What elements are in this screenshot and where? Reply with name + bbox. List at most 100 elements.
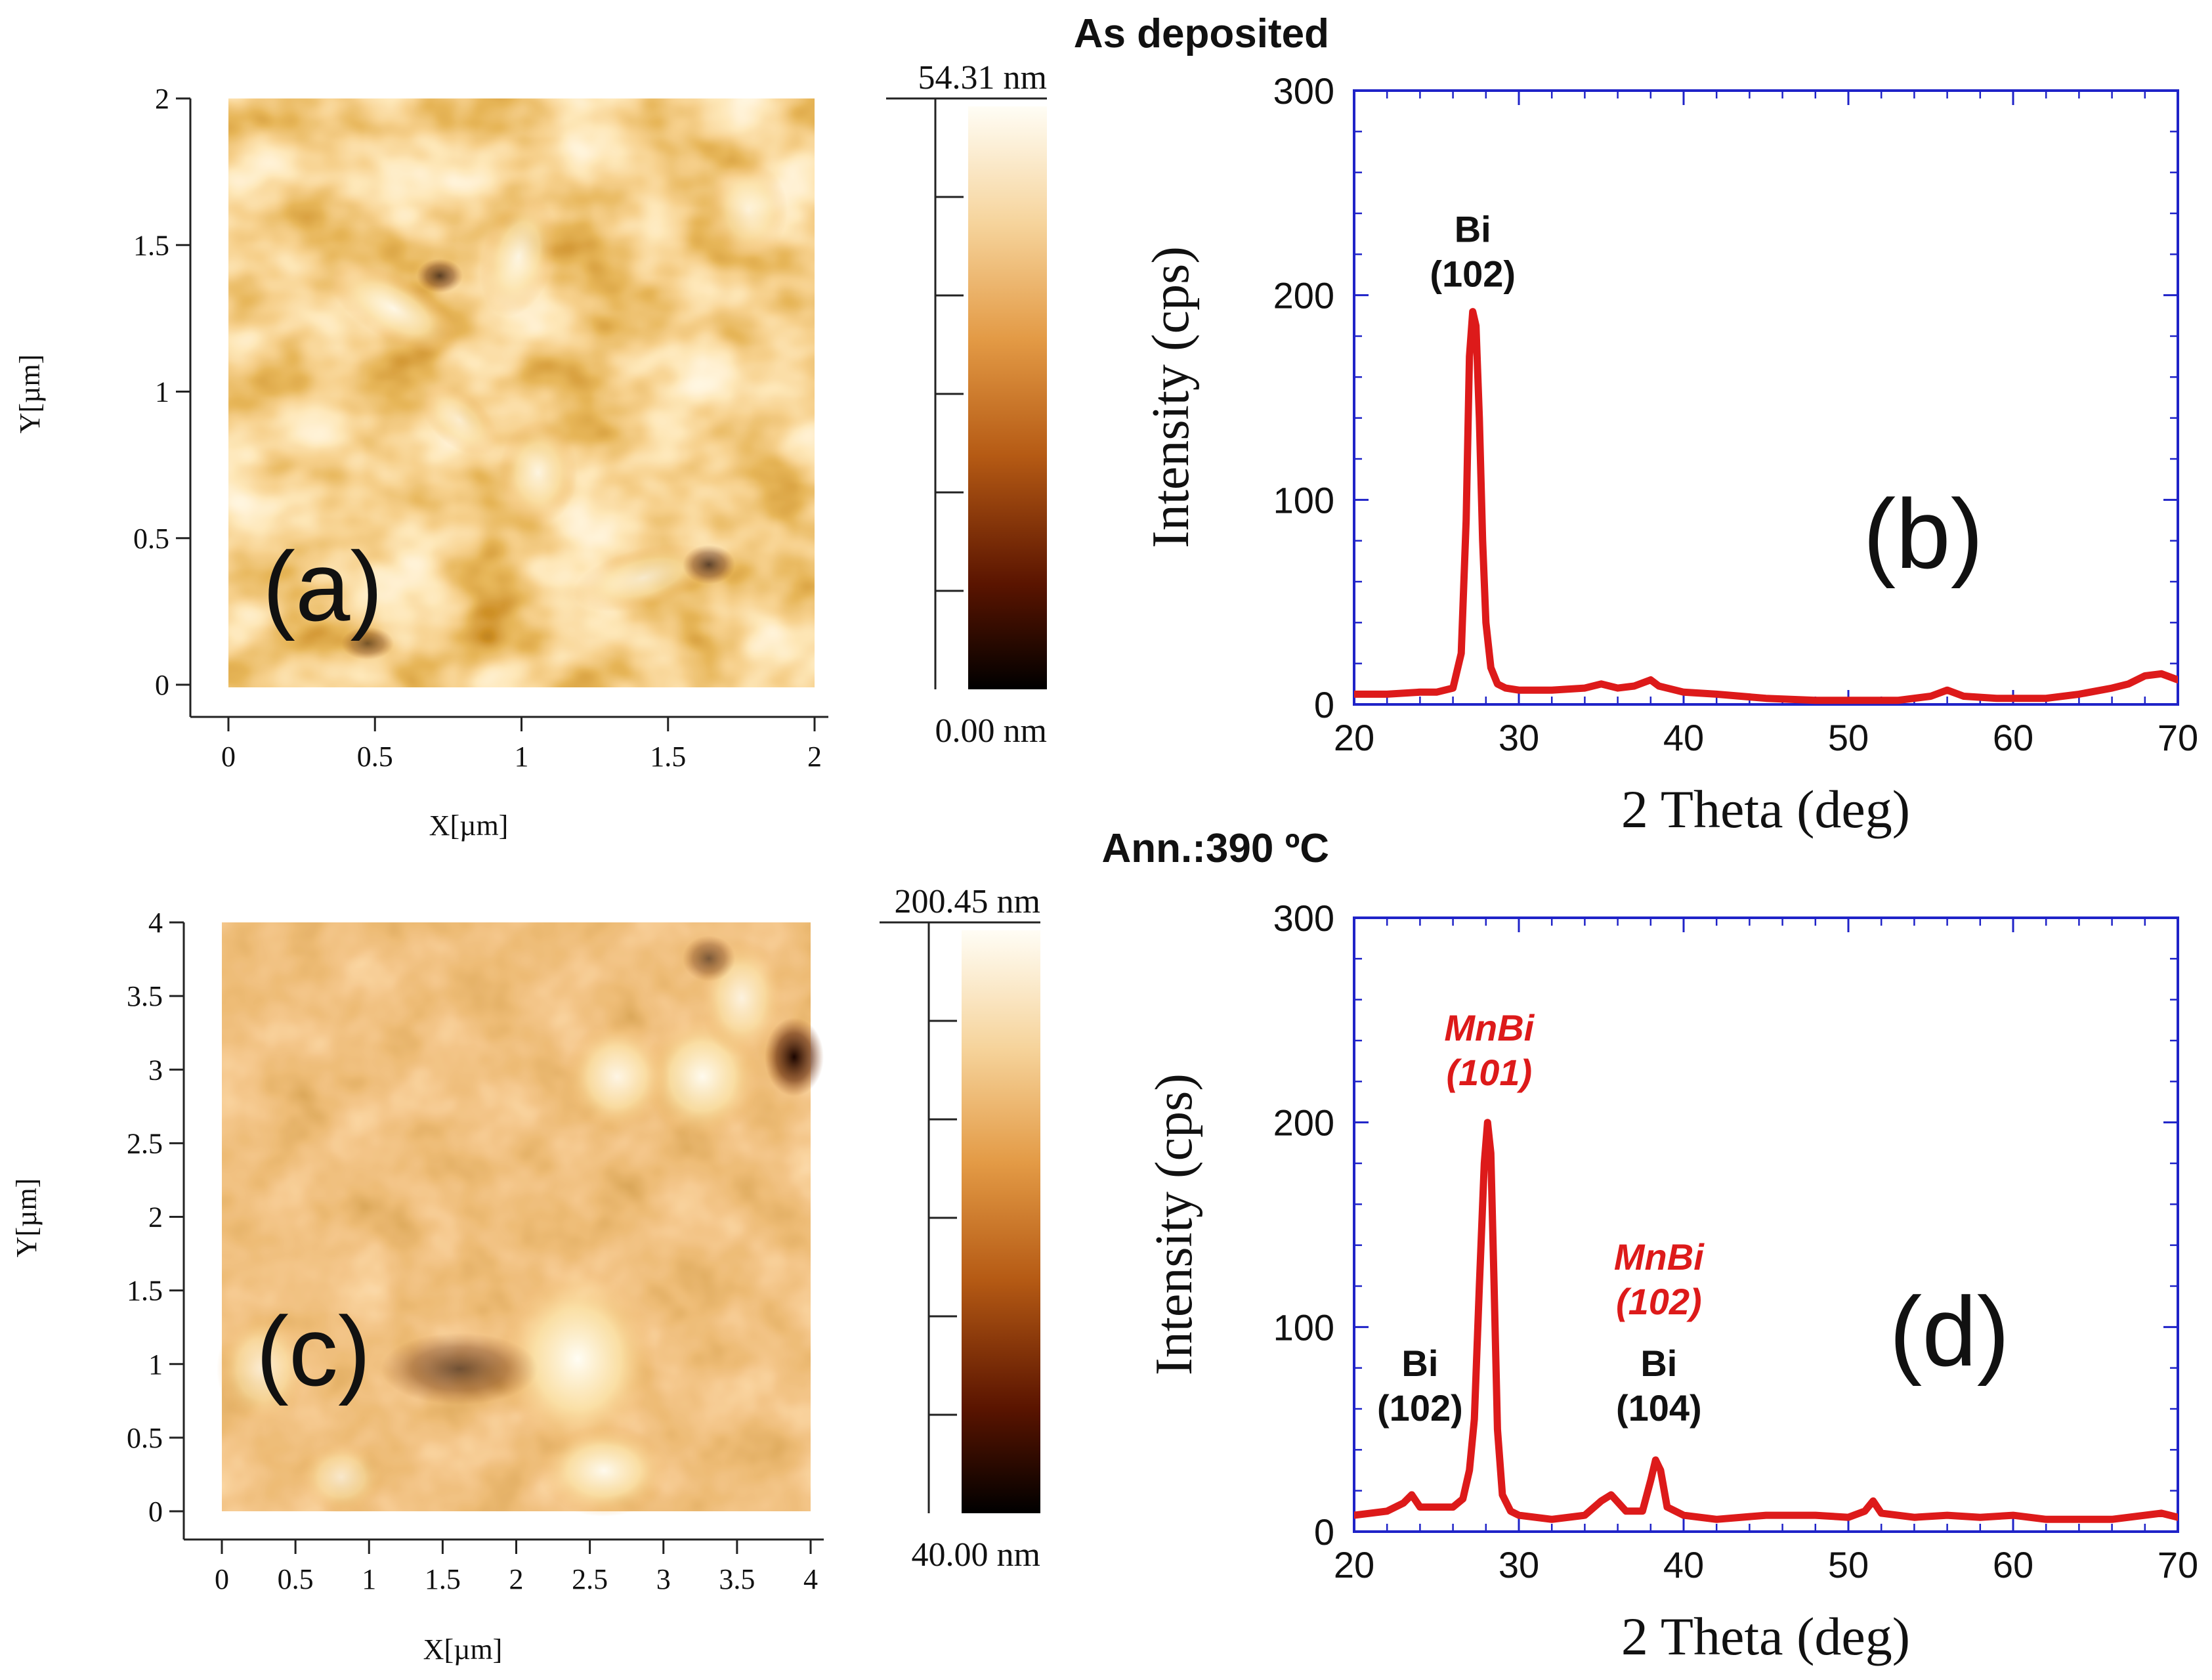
afm-x-tick-label: 1.5 bbox=[650, 741, 686, 773]
colorbar-c bbox=[962, 930, 1040, 1513]
x-tick-label: 70 bbox=[2158, 717, 2198, 758]
x-tick-label: 70 bbox=[2158, 1544, 2198, 1585]
afm-y-tick-label: 0 bbox=[155, 669, 169, 701]
peak-annotation: (104) bbox=[1616, 1387, 1702, 1429]
xrd-chart-b: 20 30 40 50 60 70 0 100 200 300 Bi(102) 2 Theta (d… bbox=[1142, 70, 2198, 839]
colorbar-min-c: 40.00 nm bbox=[912, 1536, 1040, 1574]
afm-x-tick-label: 0.5 bbox=[278, 1563, 314, 1595]
peak-annotation: MnBi bbox=[1614, 1236, 1705, 1278]
y-tick-label: 200 bbox=[1273, 275, 1334, 316]
y-tick-label: 0 bbox=[1314, 684, 1334, 725]
y-axis-label-b: Intensity (cps) bbox=[1142, 246, 1200, 548]
afm-y-label-a: Y[µm] bbox=[14, 355, 46, 434]
panel-label-c: (c) bbox=[256, 1296, 371, 1406]
labels-b: 20 30 40 50 60 70 0 100 200 300 Bi(102) bbox=[1273, 70, 2199, 758]
x-tick-label: 50 bbox=[1828, 1544, 1869, 1585]
colorbar-axis-a bbox=[886, 97, 1047, 689]
y-tick-label: 0 bbox=[1314, 1511, 1334, 1553]
peak-annotation: MnBi bbox=[1444, 1007, 1535, 1048]
afm-panel-a: (a) 0 0.5 1 1.5 2 0 0.5 1 1.5 2 X[µm] Y[µm] 54.3… bbox=[14, 59, 1047, 842]
peak-annotation: (101) bbox=[1446, 1052, 1532, 1093]
afm-image-c-features bbox=[217, 936, 824, 1517]
peak-annotation: (102) bbox=[1430, 253, 1516, 295]
afm-x-tick-label: 0.5 bbox=[357, 741, 393, 773]
colorbar-a bbox=[968, 106, 1047, 689]
afm-x-tick-label: 4 bbox=[803, 1563, 818, 1595]
x-tick-label: 30 bbox=[1499, 717, 1539, 758]
afm-y-tick-label: 1.5 bbox=[127, 1275, 163, 1307]
afm-y-tick-label: 2 bbox=[148, 1201, 163, 1234]
y-tick-label: 100 bbox=[1273, 479, 1334, 521]
x-tick-label: 40 bbox=[1663, 1544, 1704, 1585]
afm-y-ticks-c: 0 0.5 1 1.5 2 2.5 3 3.5 4 bbox=[127, 907, 184, 1528]
labels-d: 20 30 40 50 60 700100200300MnBi(101)MnBi(102)… bbox=[1273, 897, 2199, 1585]
y-tick-label: 300 bbox=[1273, 70, 1334, 112]
afm-y-ticks-a: 0 0.5 1 1.5 2 bbox=[133, 83, 190, 701]
tick-marks-d bbox=[1353, 916, 2179, 1533]
peak-annotation: Bi bbox=[1455, 209, 1491, 250]
afm-y-tick-label: 4 bbox=[148, 907, 163, 939]
afm-x-ticks-c: 0 0.5 1 1.5 2 2.5 3 3.5 4 bbox=[215, 1540, 818, 1595]
series-b bbox=[1354, 308, 2178, 704]
afm-axes-c bbox=[182, 922, 824, 1541]
afm-x-tick-label: 1 bbox=[362, 1563, 376, 1595]
colorbar-min-a: 0.00 nm bbox=[935, 712, 1047, 750]
x-tick-label: 60 bbox=[1993, 717, 2033, 758]
afm-x-ticks-a: 0 0.5 1 1.5 2 bbox=[221, 717, 822, 773]
x-tick-label: 30 bbox=[1499, 1544, 1539, 1585]
x-tick-label: 20 bbox=[1334, 717, 1374, 758]
afm-y-tick-label: 0.5 bbox=[133, 523, 169, 555]
x-tick-label: 60 bbox=[1993, 1544, 2033, 1585]
top-title: As deposited bbox=[1074, 11, 1329, 56]
afm-y-tick-label: 0 bbox=[148, 1496, 163, 1528]
afm-y-tick-label: 1 bbox=[155, 376, 169, 408]
series-line bbox=[1354, 308, 2178, 704]
afm-y-tick-label: 2 bbox=[155, 83, 169, 115]
peak-annotation: Bi bbox=[1401, 1343, 1438, 1384]
afm-y-tick-label: 3 bbox=[148, 1054, 163, 1086]
afm-axes-a bbox=[189, 98, 828, 718]
afm-x-label-a: X[µm] bbox=[429, 809, 509, 842]
peak-annotation: Bi bbox=[1640, 1343, 1677, 1384]
panel-label-a: (a) bbox=[263, 531, 383, 641]
afm-y-tick-label: 3.5 bbox=[127, 980, 163, 1012]
bottom-title: Ann.:390 ºC bbox=[1102, 826, 1329, 871]
series-line bbox=[1354, 1119, 2178, 1523]
series-d bbox=[1354, 1119, 2178, 1523]
afm-y-tick-label: 1.5 bbox=[133, 229, 169, 261]
afm-y-label-c: Y[µm] bbox=[11, 1178, 43, 1258]
afm-y-tick-label: 0.5 bbox=[127, 1422, 163, 1454]
y-tick-label: 300 bbox=[1273, 897, 1334, 939]
peak-annotation: (102) bbox=[1377, 1387, 1463, 1429]
afm-panel-c: (c) 0 0.5 1 1.5 2 2.5 3 3.5 4 00.511.522.533.54 … bbox=[11, 883, 1040, 1666]
afm-x-tick-label: 0 bbox=[215, 1563, 229, 1595]
peak-annotation: (102) bbox=[1616, 1281, 1702, 1322]
xrd-chart-d: 20 30 40 50 60 700100200300MnBi(101)MnBi(102)… bbox=[1145, 897, 2198, 1666]
afm-y-tick-label: 1 bbox=[148, 1348, 163, 1381]
afm-x-tick-label: 0 bbox=[221, 741, 236, 773]
afm-x-tick-label: 3 bbox=[656, 1563, 671, 1595]
afm-x-tick-label: 2 bbox=[509, 1563, 524, 1595]
afm-x-tick-label: 2.5 bbox=[572, 1563, 608, 1595]
x-tick-label: 40 bbox=[1663, 717, 1704, 758]
afm-x-tick-label: 1.5 bbox=[425, 1563, 461, 1595]
x-axis-label-b: 2 Theta (deg) bbox=[1621, 779, 1910, 839]
panel-label-d: (d) bbox=[1889, 1276, 2009, 1387]
afm-x-tick-label: 1 bbox=[515, 741, 529, 773]
plot-frame-b bbox=[1353, 89, 2179, 706]
x-tick-label: 50 bbox=[1828, 717, 1869, 758]
x-tick-label: 20 bbox=[1334, 1544, 1374, 1585]
plot-frame-d bbox=[1353, 916, 2179, 1533]
colorbar-axis-c bbox=[880, 921, 1040, 1513]
afm-y-tick-label: 2.5 bbox=[127, 1127, 163, 1159]
y-tick-label: 200 bbox=[1273, 1102, 1334, 1144]
panel-label-b: (b) bbox=[1863, 479, 1983, 589]
afm-x-tick-label: 3.5 bbox=[719, 1563, 755, 1595]
afm-x-label-c: X[µm] bbox=[423, 1633, 503, 1666]
x-axis-label-d: 2 Theta (deg) bbox=[1621, 1606, 1910, 1666]
colorbar-max-a: 54.31 nm bbox=[918, 59, 1047, 97]
y-axis-label-d: Intensity (cps) bbox=[1145, 1073, 1203, 1375]
y-tick-label: 100 bbox=[1273, 1306, 1334, 1348]
tick-marks-b bbox=[1353, 89, 2179, 706]
